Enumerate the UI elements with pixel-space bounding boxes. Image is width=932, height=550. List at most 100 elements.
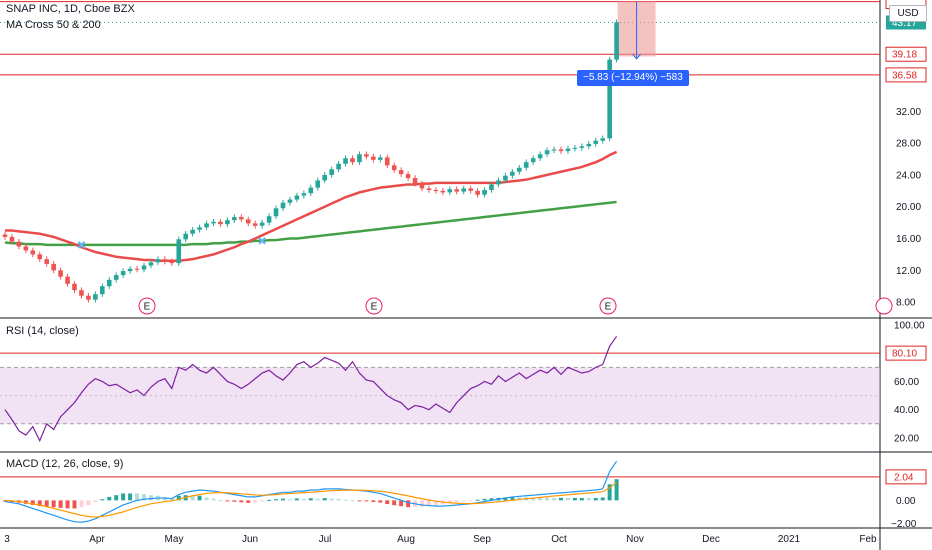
macd-histogram-bar [364, 500, 369, 502]
macd-histogram-bar [593, 497, 598, 501]
macd-histogram-bar [614, 479, 619, 501]
macd-histogram-bar [531, 497, 536, 501]
candle-body [113, 275, 119, 280]
ma-cross-marker [258, 237, 266, 245]
candle-body [593, 140, 599, 144]
macd-tag-label: 2.04 [894, 472, 914, 483]
macd-histogram-bar [420, 500, 424, 507]
ma200-line [4, 200, 617, 247]
earnings-marker-label: E [605, 302, 612, 313]
macd-histogram-bar [142, 494, 146, 501]
macd-histogram-bar [58, 500, 63, 508]
macd-histogram-bar [267, 499, 272, 501]
candle-body [245, 219, 251, 224]
macd-histogram-bar [135, 493, 140, 501]
macd-histogram-bar [378, 500, 383, 503]
price-tag-box [885, 67, 927, 83]
earnings-marker-icon [138, 297, 156, 315]
macd-histogram-bar [475, 499, 480, 501]
candle-body [489, 184, 494, 191]
candle-body [510, 171, 515, 176]
candle-body [572, 147, 578, 149]
macd-histogram-bar [148, 495, 153, 501]
macd-histogram-bar [246, 500, 251, 503]
candle-body [614, 22, 619, 60]
candle-body [378, 157, 383, 160]
macd-line [4, 460, 618, 523]
candle-body [343, 158, 348, 164]
candle-body [308, 187, 314, 194]
macd-histogram-bar [545, 497, 550, 501]
price-tag-label: 39.18 [892, 50, 917, 61]
candle-body [197, 227, 202, 230]
ma-cross-marker [77, 241, 86, 249]
price-tick-label: 24.00 [896, 170, 921, 181]
candle-body [579, 146, 585, 148]
candle-body [433, 190, 439, 192]
time-axis-label: 3 [4, 534, 10, 545]
candle-body [239, 217, 244, 220]
macd-histogram-bar [211, 498, 216, 501]
candle-body [252, 223, 258, 226]
candle-body [30, 250, 36, 255]
macd-histogram-bar [503, 497, 508, 501]
price-tag-box [885, 46, 927, 62]
earnings-marker-label: E [371, 302, 378, 313]
candle-body [426, 188, 432, 191]
time-axis-label: Sep [473, 534, 491, 545]
macd-histogram-bar [176, 495, 181, 501]
macd-title: MACD (12, 26, close, 9) [6, 458, 124, 470]
candle-body [86, 295, 91, 300]
candle-body [44, 259, 49, 264]
candle-body [58, 270, 63, 277]
macd-histogram-bar [239, 500, 244, 503]
earnings-marker-icon [599, 297, 617, 315]
macd-histogram-bar [315, 498, 320, 501]
candle-body [232, 217, 237, 221]
candle-body [9, 236, 15, 242]
candle-body [315, 180, 321, 188]
macd-histogram-bar [357, 500, 362, 502]
macd-histogram-bar [51, 500, 56, 508]
candle-body [259, 222, 265, 226]
macd-histogram-bar [100, 499, 105, 501]
earnings-marker-icon [875, 297, 893, 315]
time-axis-label: Jun [242, 534, 258, 545]
candle-body [607, 59, 612, 139]
candle-body [537, 154, 543, 159]
candle-body [106, 279, 112, 287]
macd-histogram-bar [538, 497, 543, 501]
macd-histogram-bar [517, 497, 522, 501]
rsi-tag-label: 80.10 [892, 349, 917, 360]
macd-histogram-bar [281, 498, 285, 501]
rsi-tick-label: 40.00 [894, 405, 919, 416]
macd-histogram-bar [482, 498, 487, 501]
candle-body [301, 193, 307, 196]
candle-body [364, 154, 369, 157]
candle-body [440, 190, 446, 193]
candle-body [211, 221, 216, 224]
candle-body [329, 169, 334, 175]
rsi-tick-label: 100.00 [894, 321, 925, 332]
candle-body [176, 239, 182, 264]
macd-histogram-bar [350, 500, 355, 502]
candle-body [412, 178, 418, 184]
indicator-title: MA Cross 50 & 200 [6, 19, 101, 31]
price-tag-label: 43.17 [892, 18, 917, 29]
candle-body [225, 220, 230, 225]
macd-histogram-bar [433, 500, 438, 506]
macd-histogram-bar [30, 500, 35, 505]
rsi-title: RSI (14, close) [6, 325, 79, 337]
candle-body [371, 156, 376, 160]
ma50-line [5, 150, 618, 263]
candle-body [419, 183, 425, 189]
candle-body [475, 190, 480, 195]
macd-histogram-bar [426, 500, 431, 506]
currency-button[interactable]: USD [889, 5, 927, 22]
time-axis-label: Jul [319, 534, 332, 545]
macd-histogram-bar [510, 497, 515, 501]
candle-body [454, 189, 460, 192]
candle-body [551, 149, 557, 151]
macd-histogram-bar [260, 500, 265, 502]
